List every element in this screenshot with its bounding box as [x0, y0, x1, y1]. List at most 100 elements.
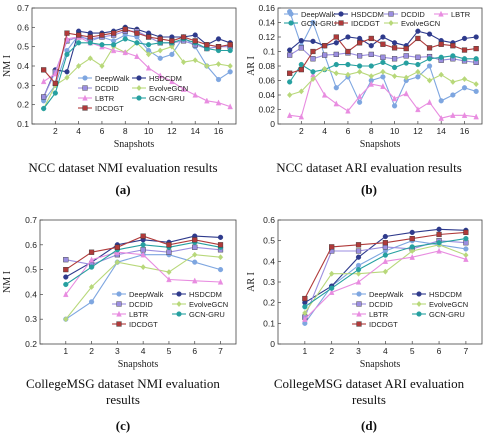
- data-point: [382, 252, 388, 258]
- x-tick-label: 4: [141, 346, 146, 356]
- data-point: [192, 91, 198, 98]
- x-tick-label: 5: [167, 346, 172, 356]
- data-point: [415, 54, 421, 60]
- data-point: [380, 34, 386, 40]
- data-point: [463, 255, 469, 262]
- series-idcdgt: [63, 233, 224, 273]
- data-point: [356, 35, 363, 42]
- legend-label: DeepWalk: [301, 10, 336, 19]
- data-point: [345, 34, 351, 40]
- data-point: [217, 234, 224, 240]
- data-point: [461, 35, 468, 42]
- data-point: [415, 106, 421, 113]
- legend-label: IDCDGT: [351, 19, 380, 28]
- data-point: [140, 264, 146, 271]
- data-point: [438, 98, 444, 104]
- y-tick-label: 0.2: [263, 298, 275, 308]
- data-point: [217, 266, 224, 273]
- legend-item: DeepWalk: [284, 10, 336, 19]
- legend-marker: [116, 291, 122, 297]
- data-point: [426, 77, 433, 84]
- legend-label: GCN-GRU: [189, 310, 225, 319]
- legend: DeepWalk HSDCDM DCDID EvolveGCN LBTR GCN-GRU I…: [112, 290, 228, 329]
- legend-item: DCDID: [384, 10, 425, 19]
- plot-frame: [277, 7, 483, 125]
- legend-marker: [356, 321, 362, 327]
- data-point: [87, 55, 93, 62]
- legend-label: LBTR: [95, 94, 115, 103]
- legend-marker: [82, 75, 88, 81]
- data-point: [88, 256, 95, 263]
- data-point: [157, 36, 163, 42]
- data-point: [450, 78, 456, 85]
- data-point: [298, 113, 305, 120]
- x-axis-label: Snapshots: [360, 139, 401, 150]
- legend-marker: [116, 301, 122, 307]
- data-point: [380, 74, 386, 80]
- data-point: [382, 233, 388, 240]
- chart-ncc-ari: 0 0.02 0.04 0.06 0.08 0.1 0.12 0.14 0.16 2 4 6 8 10 12…: [246, 3, 483, 150]
- legend: DeepWalk HSDCDM DCDID EvolveGCN LBTR GCN-GRU I…: [352, 290, 468, 329]
- data-point: [52, 90, 58, 96]
- data-point: [217, 278, 224, 285]
- data-point: [450, 92, 456, 98]
- data-point: [166, 249, 172, 255]
- data-point: [380, 41, 386, 47]
- data-point: [145, 64, 152, 71]
- legend-label: DeepWalk: [369, 290, 404, 299]
- data-point: [436, 247, 442, 254]
- data-point: [298, 61, 304, 68]
- data-point: [302, 304, 308, 310]
- y-tick-label: 0.1: [263, 47, 275, 57]
- series-lbtr: [302, 247, 469, 322]
- data-point: [329, 285, 335, 291]
- data-point: [180, 34, 187, 40]
- data-point: [287, 79, 293, 85]
- data-point: [426, 63, 433, 69]
- data-point: [41, 105, 47, 112]
- data-point: [380, 83, 386, 89]
- legend-marker: [288, 11, 294, 17]
- data-point: [287, 70, 293, 76]
- legend-label: DCDID: [95, 84, 119, 93]
- y-axis-label: NM I: [2, 55, 13, 77]
- data-point: [356, 93, 363, 100]
- legend-label: EvolveGCN: [429, 300, 468, 309]
- data-point: [450, 112, 456, 118]
- legend-label: IDCDGT: [95, 104, 124, 113]
- data-point: [114, 259, 121, 266]
- y-tick-label: 0.4: [17, 61, 29, 71]
- data-point: [391, 40, 398, 46]
- caption-d: CollegeMSG dataset ARI evaluation result…: [273, 376, 465, 407]
- panel-d: 0 0.1 0.2 0.3 0.4 0.5 0.6 1 2 3 4 5 6 7 Snapshots AR I D…: [246, 212, 492, 372]
- data-point: [328, 289, 335, 295]
- data-point: [215, 44, 222, 50]
- data-point: [380, 59, 386, 65]
- data-point: [415, 35, 421, 42]
- data-point: [145, 34, 152, 40]
- data-point: [180, 59, 187, 66]
- data-point: [192, 277, 198, 284]
- data-point: [134, 40, 140, 46]
- legend-item: EvolveGCN: [384, 19, 440, 28]
- legend-marker: [356, 291, 362, 297]
- data-point: [473, 88, 479, 94]
- data-point: [286, 91, 293, 99]
- data-point: [215, 61, 222, 68]
- y-tick-label: 0.7: [25, 215, 37, 225]
- data-point: [409, 236, 415, 242]
- data-point: [286, 112, 293, 118]
- legend-marker: [416, 300, 422, 308]
- data-point: [110, 47, 117, 54]
- data-point: [134, 53, 140, 59]
- legend-marker: [116, 321, 122, 327]
- data-point: [380, 54, 386, 60]
- x-tick-label: 7: [464, 346, 469, 356]
- x-tick-label: 16: [214, 126, 224, 136]
- data-point: [64, 69, 70, 75]
- data-point: [110, 30, 117, 36]
- data-point: [473, 81, 479, 88]
- data-point: [52, 80, 58, 87]
- data-point: [329, 270, 335, 277]
- data-point: [355, 266, 362, 273]
